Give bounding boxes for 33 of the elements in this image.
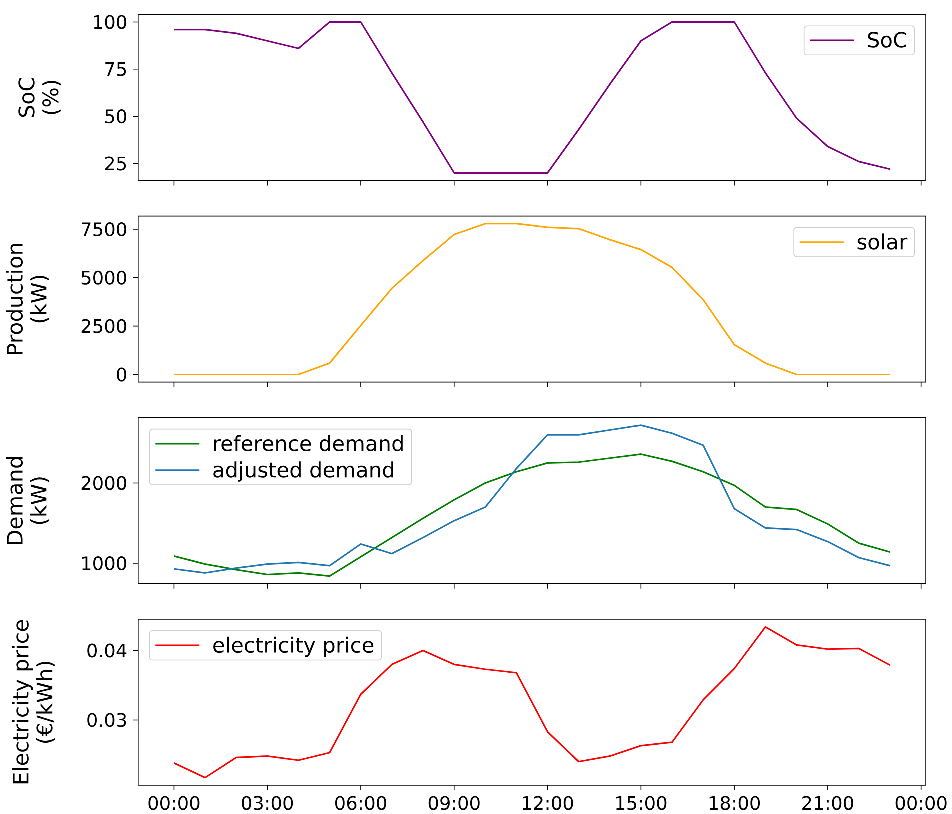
y-tick-label: 0 — [117, 368, 126, 382]
x-tick-label: 18:00 — [710, 796, 760, 810]
y-tick-label: 7500 — [82, 222, 126, 236]
x-tick-label: 12:00 — [523, 796, 574, 810]
y-tick-label: 25 — [105, 156, 126, 171]
legend-label: SoC — [868, 32, 906, 48]
line-series — [173, 454, 892, 578]
y-tick-label: 50 — [106, 110, 126, 124]
y-tick-label: 2000 — [82, 476, 126, 490]
y-axis-title: Production (kW) — [6, 244, 50, 354]
x-tick-label: 06:00 — [336, 796, 386, 810]
y-tick-label: 100 — [94, 15, 126, 30]
y-tick-label: 0.04 — [88, 644, 127, 658]
x-tick-label: 15:00 — [616, 796, 667, 810]
y-axis-title: SoC (%) — [18, 78, 62, 118]
x-tick-label: 21:00 — [802, 796, 854, 810]
legend-label: electricity price — [214, 636, 374, 658]
y-axis-title: Demand (kW) — [6, 457, 50, 544]
y-tick-label: 0.03 — [88, 713, 126, 728]
y-tick-label: 2500 — [82, 319, 126, 334]
legend-label: reference demand — [214, 435, 403, 452]
line-series — [173, 626, 892, 779]
x-tick-label: 00:00 — [896, 796, 947, 810]
x-tick-label: 09:00 — [428, 796, 480, 810]
legend-label: solar — [858, 234, 908, 250]
y-axis-title: Electricity price (€/kWh) — [12, 620, 56, 784]
x-tick-label: 03:00 — [242, 796, 294, 810]
y-tick-label: 1000 — [82, 556, 126, 571]
x-tick-label: 00:00 — [148, 796, 200, 810]
legend-label: adjusted demand — [214, 462, 394, 482]
y-tick-label: 75 — [106, 62, 126, 76]
y-tick-label: 5000 — [82, 270, 126, 285]
line-series — [173, 424, 892, 574]
